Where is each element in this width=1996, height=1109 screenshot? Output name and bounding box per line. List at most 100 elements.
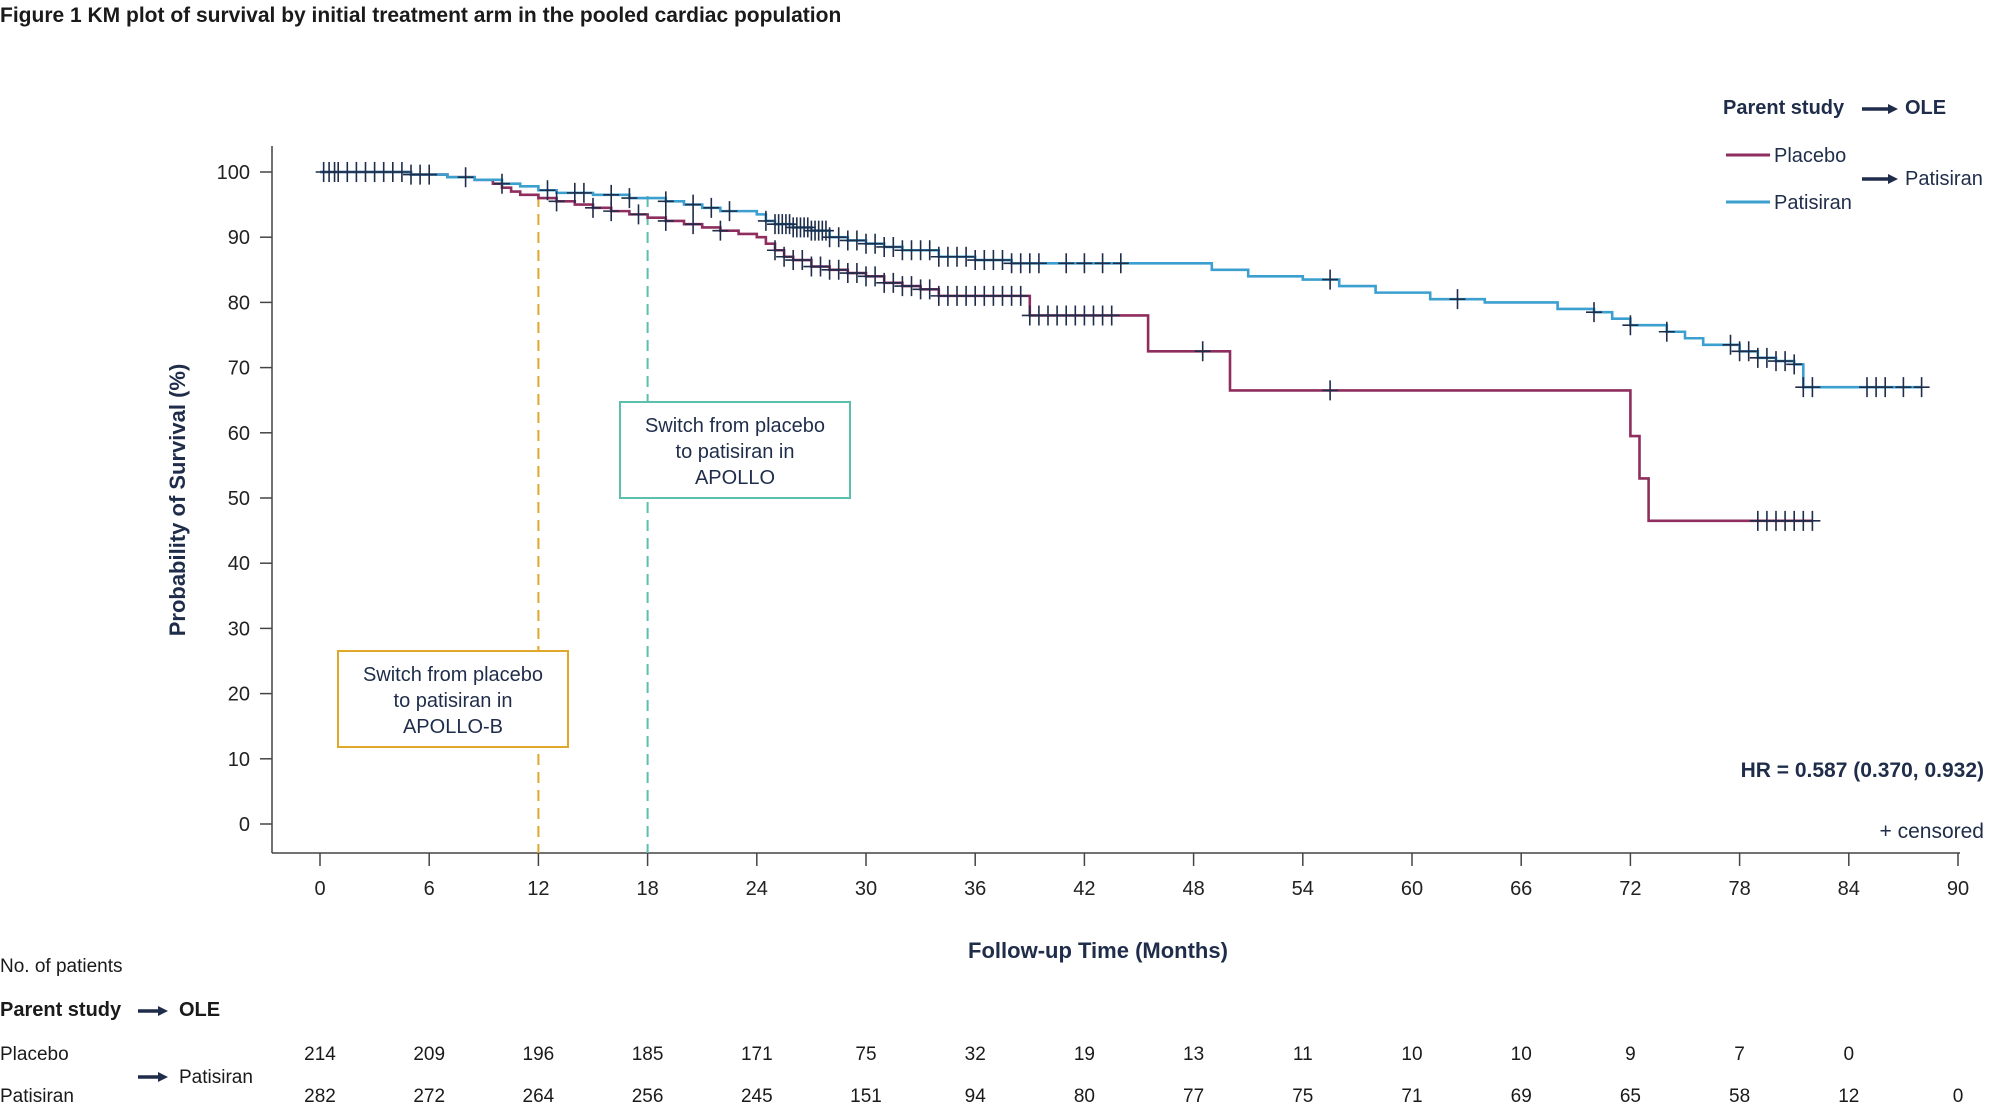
risk-count-placebo: 196 <box>523 1044 555 1065</box>
censor-mark-patisiran <box>494 173 510 194</box>
risk-count-patisiran: 0 <box>1953 1086 1964 1107</box>
legend-ole-label: Patisiran <box>1905 168 1983 190</box>
censor-mark-patisiran <box>830 227 847 248</box>
km-curves <box>320 170 1922 523</box>
censor-mark-patisiran <box>1586 302 1602 323</box>
risk-count-placebo: 9 <box>1625 1044 1636 1065</box>
censor-mark-placebo <box>712 220 729 241</box>
risk-count-placebo: 0 <box>1844 1044 1855 1065</box>
x-tick-label: 66 <box>1510 878 1532 900</box>
censored-note: + censored <box>1880 820 1985 843</box>
switch-annotations: Switch from placebo to patisiran in APOLLO… <box>337 196 851 853</box>
switch-annotation-text: to patisiran in <box>394 690 513 712</box>
censor-mark-patisiran <box>757 210 774 231</box>
censor-mark-placebo <box>548 191 565 212</box>
censor-mark-patisiran <box>1322 269 1339 290</box>
censor-mark-patisiran <box>994 250 1011 271</box>
risk-row-placebo: 214 209 196 185 171 75 32 19 13 11 10 10 9 7 0 <box>304 1044 1854 1065</box>
risk-count-placebo: 11 <box>1293 1044 1313 1065</box>
censor-mark-patisiran <box>421 164 438 185</box>
legend-header-left: Parent study <box>1723 97 1845 119</box>
censor-mark-patisiran <box>848 230 865 251</box>
censor-mark-patisiran <box>621 188 638 209</box>
risk-count-patisiran: 77 <box>1183 1086 1204 1107</box>
switch-annotation-text: Switch from placebo <box>645 415 825 437</box>
risk-count-patisiran: 65 <box>1620 1086 1641 1107</box>
legend-placebo-label: Placebo <box>1774 145 1846 167</box>
risk-row-label-patisiran: Patisiran <box>0 1086 74 1107</box>
censor-mark-patisiran <box>603 184 620 205</box>
censor-mark-patisiran <box>1877 377 1894 398</box>
risk-count-patisiran: 94 <box>965 1086 987 1107</box>
censor-mark-placebo <box>885 272 902 293</box>
y-tick-label: 40 <box>228 553 250 575</box>
switch-annotation-text: APOLLO-B <box>403 716 503 738</box>
censor-mark-placebo <box>767 240 783 261</box>
y-tick-label: 80 <box>228 292 250 314</box>
x-tick-label: 30 <box>855 878 877 900</box>
censor-mark-patisiran <box>1758 347 1775 368</box>
risk-count-patisiran: 71 <box>1401 1086 1422 1107</box>
risk-count-placebo: 75 <box>855 1044 876 1065</box>
censor-mark-placebo <box>585 197 601 218</box>
x-tick-label: 24 <box>746 878 768 900</box>
censor-mark-patisiran <box>781 214 798 235</box>
risk-table-header-left: Parent study <box>0 999 122 1021</box>
risk-count-placebo: 32 <box>965 1044 986 1065</box>
censor-mark-patisiran <box>1112 253 1129 274</box>
censor-mark-patisiran <box>1740 341 1757 362</box>
risk-count-placebo: 209 <box>413 1044 445 1065</box>
censor-mark-placebo <box>903 276 920 297</box>
censor-mark-patisiran <box>1622 315 1639 336</box>
y-ticks: 0 10 20 30 40 50 60 70 80 90 100 <box>217 162 272 836</box>
censor-mark-patisiran <box>457 167 474 188</box>
risk-table-header-right: OLE <box>179 999 220 1021</box>
censor-mark-placebo <box>921 279 938 300</box>
censor-mark-patisiran <box>1449 289 1466 310</box>
censor-mark-placebo <box>1194 341 1211 362</box>
censor-mark-patisiran <box>885 236 902 257</box>
risk-count-placebo: 7 <box>1734 1044 1745 1065</box>
risk-count-placebo: 214 <box>304 1044 336 1065</box>
risk-count-placebo: 10 <box>1511 1044 1532 1065</box>
km-curve-placebo <box>320 170 1813 523</box>
x-tick-label: 72 <box>1619 878 1641 900</box>
x-tick-label: 36 <box>964 878 986 900</box>
x-ticks: 0 6 12 18 24 30 36 42 48 54 60 66 72 78 84 90 <box>314 853 1969 900</box>
legend-patisiran-label: Patisiran <box>1774 192 1852 214</box>
risk-count-patisiran: 58 <box>1729 1086 1750 1107</box>
censor-marks <box>315 162 1930 531</box>
censor-mark-patisiran <box>703 197 720 218</box>
y-tick-label: 60 <box>228 423 250 445</box>
switch-annotation-text: to patisiran in <box>676 441 795 463</box>
x-axis-title: Follow-up Time (Months) <box>968 938 1228 963</box>
censor-mark-patisiran <box>657 191 674 212</box>
censor-mark-placebo <box>812 256 829 277</box>
risk-count-patisiran: 12 <box>1838 1086 1859 1107</box>
y-tick-label: 10 <box>228 749 250 771</box>
risk-count-placebo: 19 <box>1074 1044 1095 1065</box>
censor-mark-placebo <box>776 246 793 267</box>
risk-count-patisiran: 80 <box>1074 1086 1095 1107</box>
censor-mark-patisiran <box>1722 334 1739 355</box>
censor-mark-patisiran <box>1058 253 1075 274</box>
legend: Parent study OLE Placebo Patisiran Patis… <box>1723 97 1983 214</box>
censor-mark-patisiran <box>799 217 816 238</box>
switch-annotation-box <box>337 650 569 748</box>
censor-mark-placebo <box>685 214 702 235</box>
censor-mark-placebo <box>1103 305 1120 326</box>
x-tick-label: 42 <box>1073 878 1095 900</box>
legend-header-right: OLE <box>1905 97 1946 119</box>
risk-count-patisiran: 256 <box>632 1086 664 1107</box>
censor-mark-patisiran <box>575 182 592 203</box>
switch-annotation-box <box>619 401 851 499</box>
censor-mark-patisiran <box>1076 253 1093 274</box>
x-tick-label: 6 <box>424 878 435 900</box>
censor-mark-placebo <box>657 210 674 231</box>
y-tick-label: 30 <box>228 618 250 640</box>
censor-mark-placebo <box>794 250 811 271</box>
risk-count-patisiran: 264 <box>523 1086 555 1107</box>
y-tick-label: 70 <box>228 358 250 380</box>
x-tick-label: 54 <box>1292 878 1314 900</box>
risk-count-placebo: 185 <box>632 1044 664 1065</box>
